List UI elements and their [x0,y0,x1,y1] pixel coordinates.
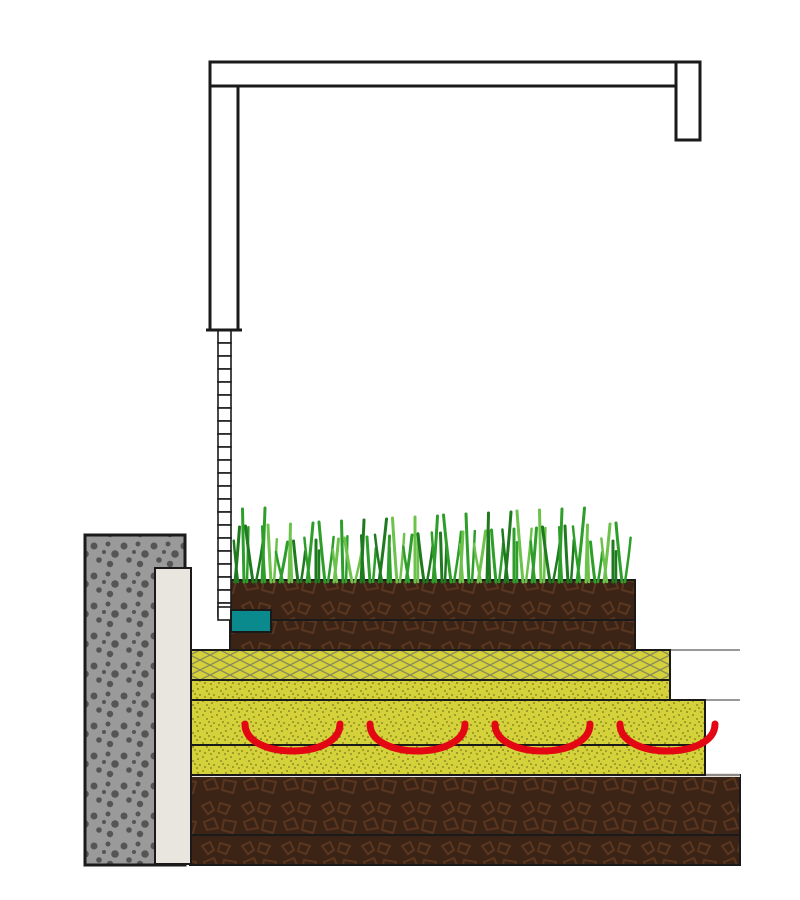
conduit-segment [218,421,231,434]
conduit-segment [218,369,231,382]
conduit-segment [218,434,231,447]
conduit-segment [218,473,231,486]
conduit-segment [218,408,231,421]
conduit-segment [218,395,231,408]
conduit-segment [218,499,231,512]
conduit-segment [218,382,231,395]
frame-post [210,84,238,330]
conduit-segment [218,356,231,369]
conduit-segment [218,564,231,577]
conduit-segment [218,590,231,603]
conduit-segment [218,577,231,590]
turf-cross-section [0,0,800,900]
conduit-segment [218,447,231,460]
conduit-segment [218,538,231,551]
diagram-stage [0,0,800,900]
frame-top-beam [210,62,700,86]
conduit-segment [218,607,231,620]
soil-sensor [231,610,271,632]
conduit-segment [218,551,231,564]
conduit-segment [218,512,231,525]
edge-beam [155,568,191,864]
grass [234,508,631,582]
conduit-segment [218,343,231,356]
conduit-segment [218,525,231,538]
conduit-segment [218,330,231,343]
conduit-segment [218,486,231,499]
frame-right-drop [676,62,700,140]
conduit-segment [218,460,231,473]
